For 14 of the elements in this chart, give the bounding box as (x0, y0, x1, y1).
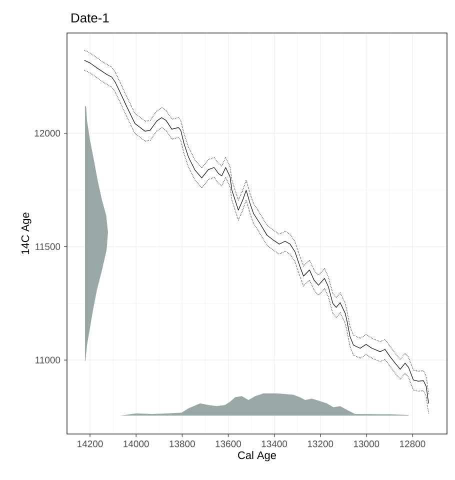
x-tick-label: 13800 (170, 440, 195, 448)
y-tick-label: 11000 (36, 356, 60, 364)
x-axis-title: Cal Age (238, 451, 276, 462)
y-tick-label: 12000 (34, 130, 60, 137)
x-tick-label: 14200 (78, 440, 103, 448)
x-tick-label: 13000 (354, 440, 380, 448)
x-tick-label: 13400 (262, 440, 288, 448)
y-axis-title: 14C Age (21, 212, 32, 254)
x-tick-label: 13200 (308, 440, 334, 448)
x-tick-label: 12800 (400, 440, 426, 448)
chart-title: Date-1 (72, 13, 109, 22)
x-tick-label: 13600 (216, 440, 241, 448)
x-tick-label: 14000 (124, 440, 149, 448)
y-tick-label: 11500 (36, 243, 60, 250)
